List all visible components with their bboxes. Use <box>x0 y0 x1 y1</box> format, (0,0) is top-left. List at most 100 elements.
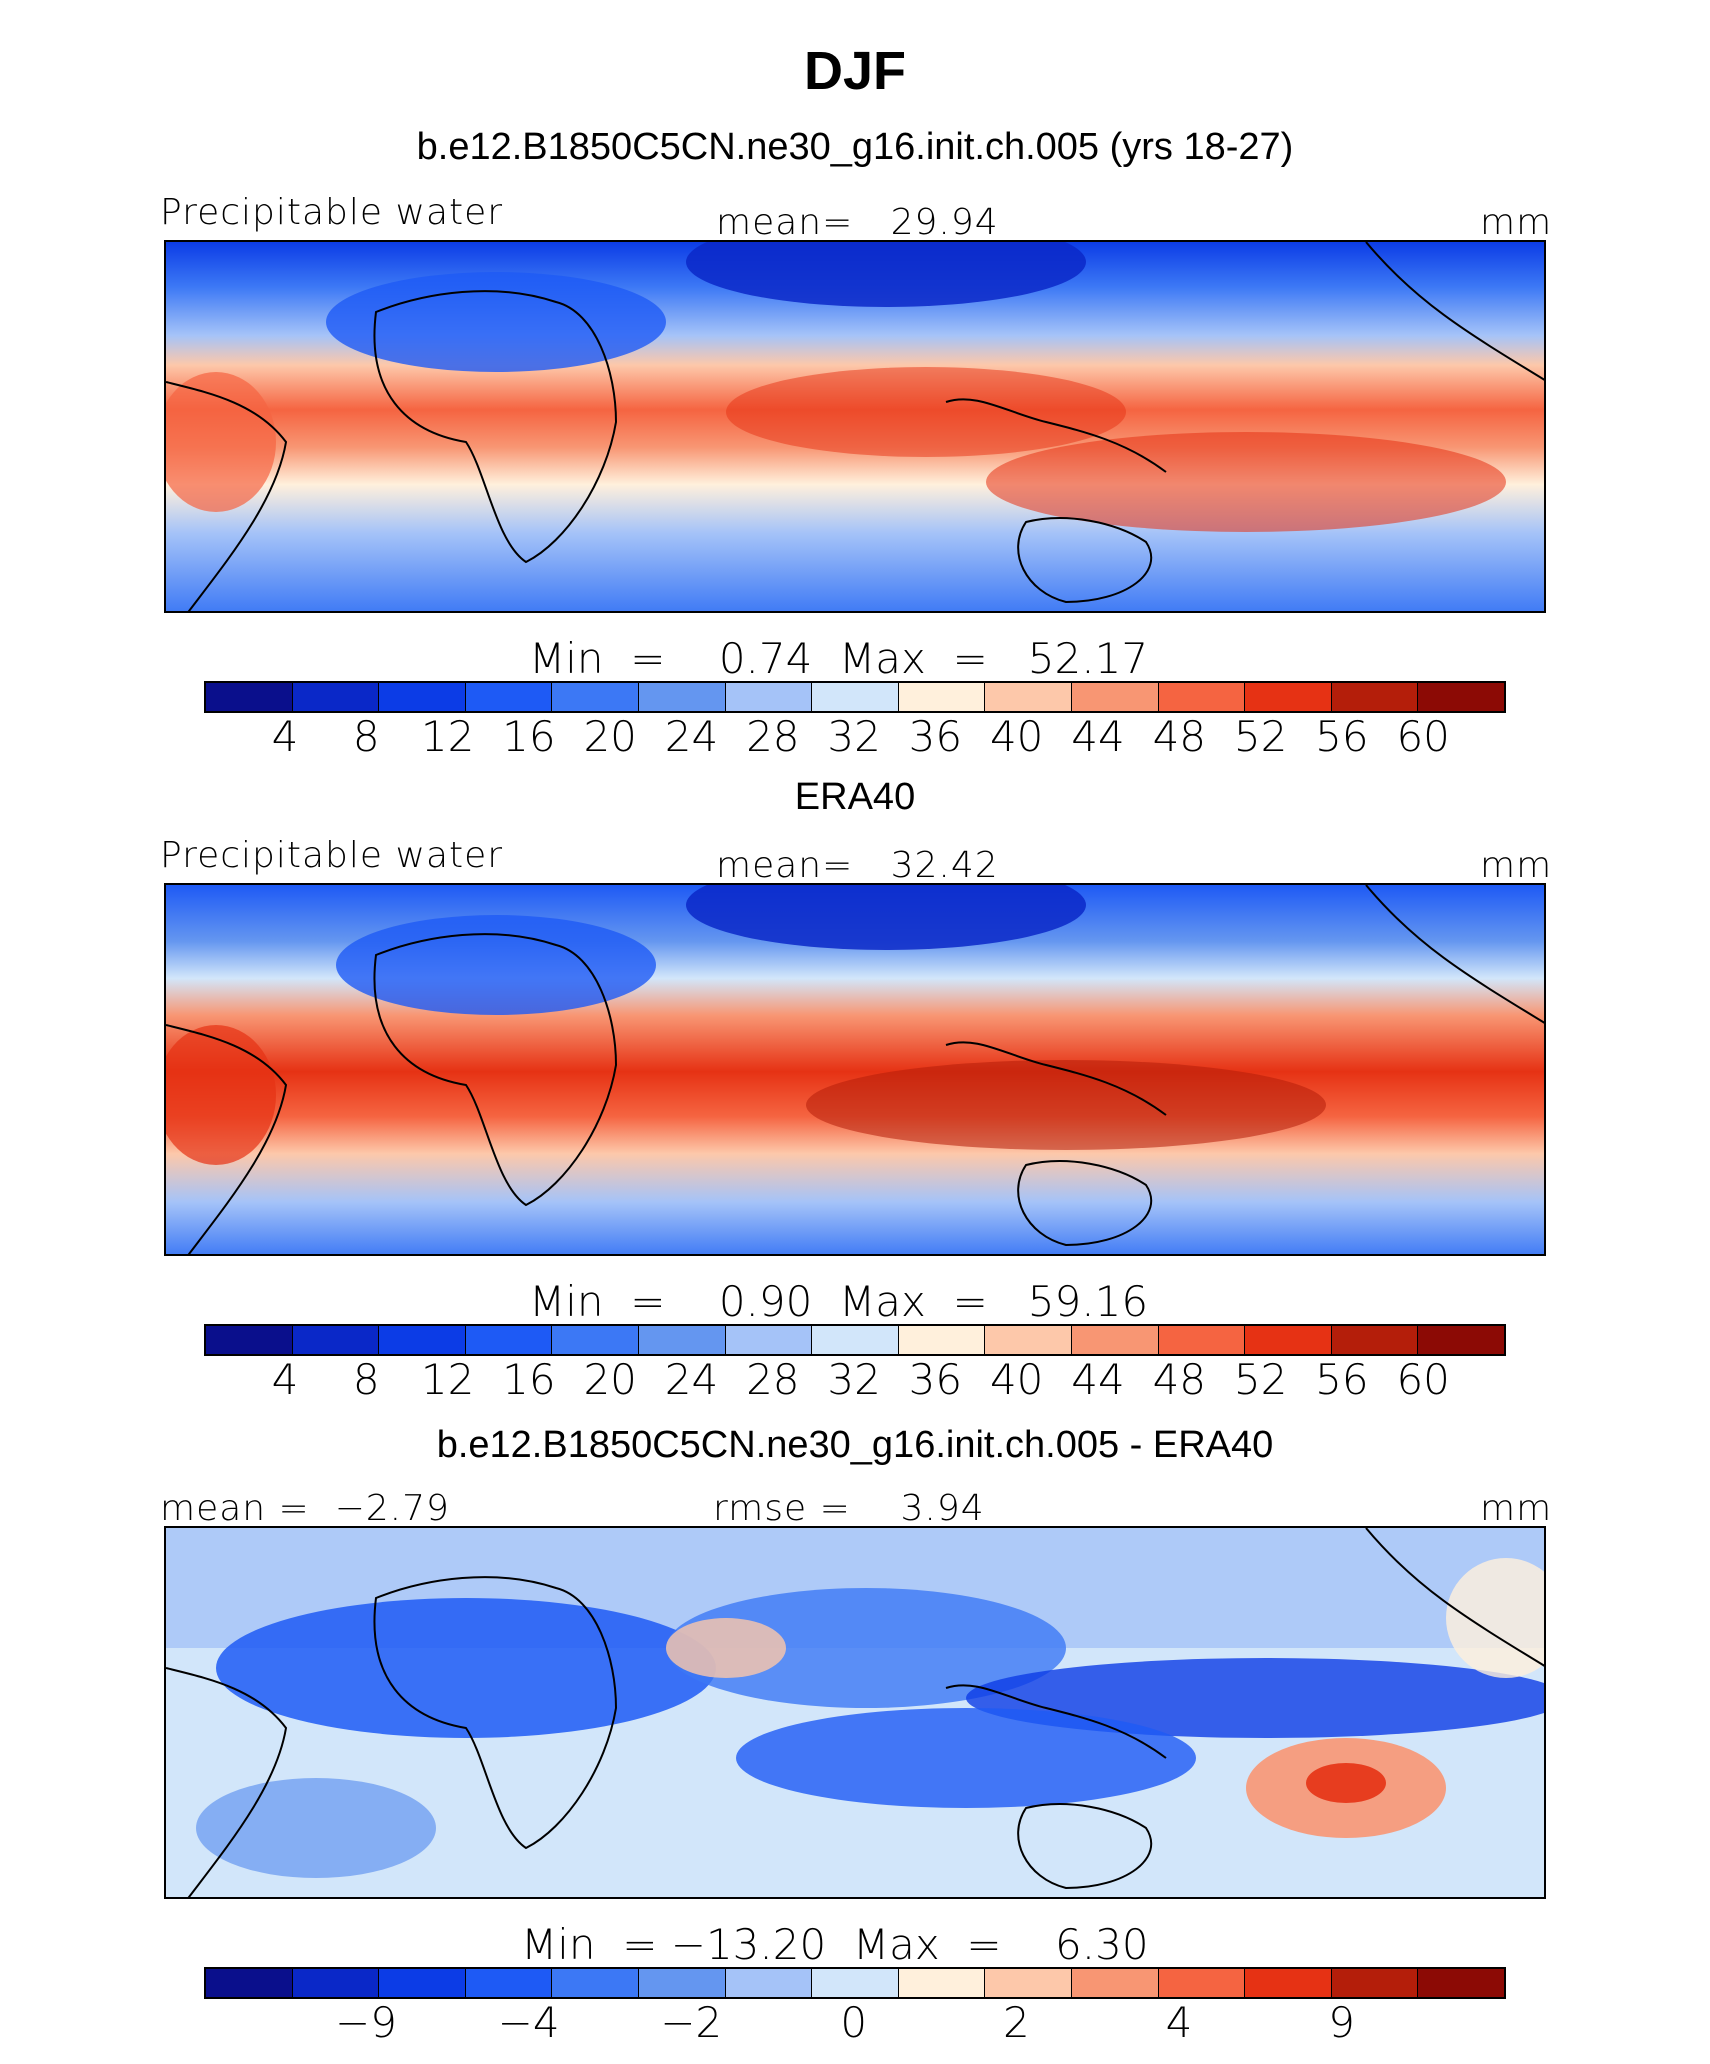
colorbar-tick-label: 24 <box>664 1355 719 1404</box>
colorbar-tick-label: 16 <box>502 712 556 761</box>
panel-3-mean-label: mean = −2.79 <box>160 1488 450 1529</box>
panel-1-colorbar-ticks: 4 8 12 16 20 24 28 32 36 40 44 48 52 56 60 <box>0 712 1710 772</box>
colorbar-swatch <box>812 1969 899 1997</box>
colorbar-swatch <box>1158 1969 1246 1997</box>
colorbar-swatch <box>206 1969 293 1997</box>
panel-1-units-label: mm <box>1480 202 1553 243</box>
colorbar-tick-label: 56 <box>1315 1355 1369 1404</box>
colorbar-swatch <box>379 1326 466 1354</box>
colorbar-swatch <box>985 1326 1072 1354</box>
colorbar-tick-label: 2 <box>1003 1998 1030 2047</box>
colorbar-tick-label: 44 <box>1071 1355 1125 1404</box>
colorbar-swatch <box>465 683 553 711</box>
colorbar-swatch <box>725 1969 813 1997</box>
colorbar-swatch <box>206 1326 293 1354</box>
colorbar-swatch <box>1418 1326 1504 1354</box>
colorbar-tick-label: 20 <box>583 712 637 761</box>
colorbar-tick-label: −9 <box>335 1998 397 2047</box>
colorbar-tick-label: 36 <box>908 712 963 761</box>
panel-3-colorbar-ticks: −9 −4 −2 0 2 4 9 <box>0 1998 1710 2058</box>
colorbar-swatch <box>465 1326 553 1354</box>
panel-3-map <box>164 1526 1546 1899</box>
colorbar-swatch <box>1245 1969 1332 1997</box>
colorbar-swatch <box>465 1969 553 1997</box>
panel-1-colorbar <box>204 681 1506 713</box>
colorbar-swatch <box>1331 1326 1419 1354</box>
colorbar-swatch <box>985 1969 1072 1997</box>
colorbar-swatch <box>292 683 380 711</box>
colorbar-swatch <box>898 683 986 711</box>
panel-2-heading: ERA40 <box>794 776 916 818</box>
colorbar-tick-label: 12 <box>420 1355 475 1404</box>
colorbar-swatch <box>725 1326 813 1354</box>
colorbar-swatch <box>552 1969 639 1997</box>
colorbar-tick-label: 48 <box>1152 1355 1207 1404</box>
colorbar-swatch <box>1331 1969 1419 1997</box>
colorbar-tick-label: 0 <box>840 1998 868 2047</box>
colorbar-tick-label: 28 <box>746 712 800 761</box>
colorbar-tick-label: 36 <box>908 1355 963 1404</box>
colorbar-swatch <box>1158 683 1246 711</box>
colorbar-swatch <box>1158 1326 1246 1354</box>
colorbar-tick-label: −4 <box>497 1998 560 2047</box>
panel-2-map <box>164 883 1546 1256</box>
panel-3-rmse-label: rmse = 3.94 <box>713 1488 985 1529</box>
panel-2-variable-label: Precipitable water <box>160 835 504 876</box>
colorbar-tick-label: 44 <box>1071 712 1125 761</box>
panel-3-min-max: Min = −13.20 Max = 6.30 <box>521 1920 1149 1969</box>
colorbar-tick-label: 52 <box>1233 1355 1288 1404</box>
colorbar-swatch <box>638 683 726 711</box>
colorbar-tick-label: 48 <box>1152 712 1207 761</box>
colorbar-tick-label: 40 <box>989 712 1044 761</box>
panel-3-heading: b.e12.B1850C5CN.ne30_g16.init.ch.005 - E… <box>436 1424 1274 1466</box>
colorbar-swatch <box>1245 683 1332 711</box>
colorbar-swatch <box>638 1969 726 1997</box>
colorbar-tick-label: 8 <box>352 712 380 761</box>
colorbar-tick-label: 56 <box>1315 712 1369 761</box>
colorbar-swatch <box>812 1326 899 1354</box>
colorbar-tick-label: 20 <box>583 1355 637 1404</box>
colorbar-swatch <box>552 683 639 711</box>
colorbar-tick-label: 32 <box>827 1355 881 1404</box>
colorbar-tick-label: 24 <box>664 712 719 761</box>
colorbar-tick-label: 4 <box>271 1355 299 1404</box>
panel-2-min-max: Min = 0.90 Max = 59.16 <box>529 1277 1149 1326</box>
panel-1-mean-label: mean= 29.94 <box>716 202 999 243</box>
colorbar-tick-label: 60 <box>1396 1355 1450 1404</box>
colorbar-swatch <box>985 683 1072 711</box>
colorbar-tick-label: 16 <box>502 1355 556 1404</box>
panel-2-colorbar <box>204 1324 1506 1356</box>
panel-1-variable-label: Precipitable water <box>160 192 504 233</box>
colorbar-tick-label: 32 <box>827 712 881 761</box>
colorbar-tick-label: 60 <box>1396 712 1450 761</box>
colorbar-swatch <box>898 1326 986 1354</box>
colorbar-swatch <box>1071 683 1159 711</box>
colorbar-swatch <box>898 1969 986 1997</box>
colorbar-tick-label: 9 <box>1328 1998 1355 2047</box>
colorbar-swatch <box>1418 683 1504 711</box>
colorbar-swatch <box>379 683 466 711</box>
colorbar-swatch <box>379 1969 466 1997</box>
colorbar-tick-label: 4 <box>1165 1998 1193 2047</box>
colorbar-tick-label: 40 <box>989 1355 1044 1404</box>
colorbar-swatch <box>1418 1969 1504 1997</box>
colorbar-swatch <box>1071 1326 1159 1354</box>
panel-3-units-label: mm <box>1480 1488 1553 1529</box>
colorbar-tick-label: −2 <box>660 1998 723 2047</box>
colorbar-tick-label: 12 <box>420 712 475 761</box>
colorbar-tick-label: 28 <box>746 1355 800 1404</box>
colorbar-swatch <box>292 1969 380 1997</box>
panel-1-heading: b.e12.B1850C5CN.ne30_g16.init.ch.005 (yr… <box>416 126 1294 168</box>
colorbar-swatch <box>552 1326 639 1354</box>
colorbar-tick-label: 8 <box>352 1355 380 1404</box>
panel-2-units-label: mm <box>1480 845 1553 886</box>
colorbar-swatch <box>725 683 813 711</box>
colorbar-swatch <box>812 683 899 711</box>
colorbar-tick-label: 52 <box>1233 712 1288 761</box>
colorbar-swatch <box>638 1326 726 1354</box>
panel-2-colorbar-ticks: 4 8 12 16 20 24 28 32 36 40 44 48 52 56 60 <box>0 1355 1710 1415</box>
colorbar-swatch <box>1331 683 1419 711</box>
colorbar-swatch <box>1071 1969 1159 1997</box>
colorbar-swatch <box>206 683 293 711</box>
colorbar-swatch <box>292 1326 380 1354</box>
